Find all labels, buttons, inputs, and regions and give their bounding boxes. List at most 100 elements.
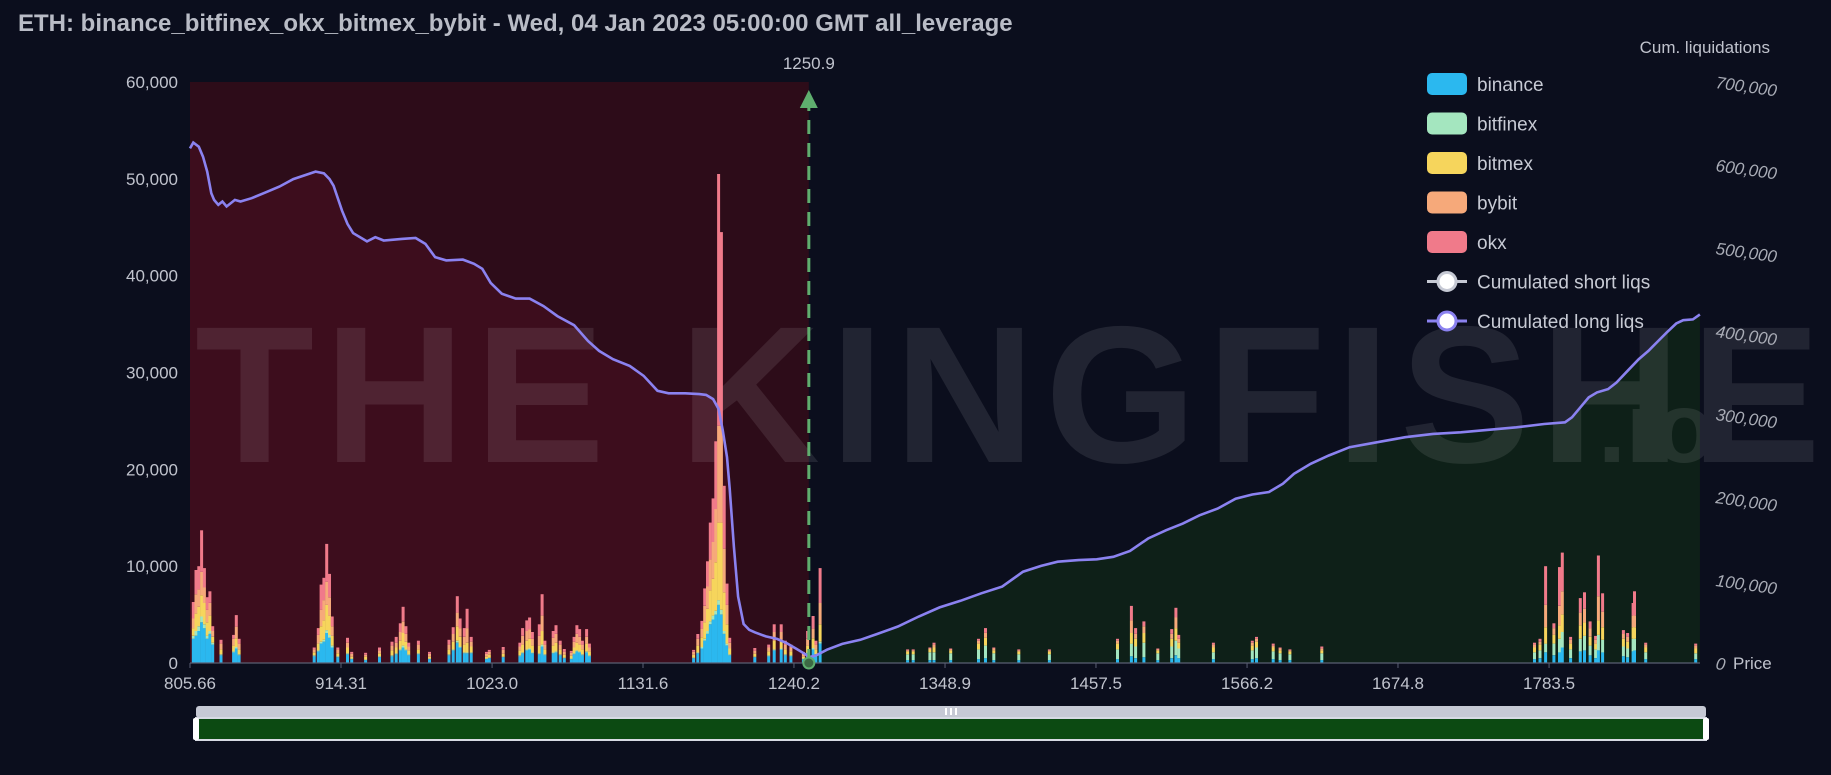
bar-segment-okx [706, 561, 709, 587]
bar-segment-bybit [350, 653, 354, 657]
bar-segment-okx [1156, 648, 1160, 650]
legend-item-okx[interactable]: okx [1427, 231, 1507, 254]
bar-segment-binance [540, 646, 544, 663]
bar-segment-bitfinex [346, 653, 349, 655]
slider-grip-mark[interactable] [955, 708, 957, 715]
legend-item-binance[interactable]: binance [1427, 73, 1544, 96]
bar-segment-binance [319, 643, 323, 663]
bar-segment-bitmex [1594, 643, 1598, 650]
bar-segment-bitmex [525, 640, 529, 650]
bar-segment-binance [346, 654, 349, 663]
bar-segment-bitfinex [197, 626, 201, 631]
bar-segment-bitfinex [237, 654, 241, 656]
bar-segment-okx [714, 441, 718, 510]
bar-segment-bitmex [469, 646, 473, 653]
bar-segment-binance [578, 652, 582, 663]
bar-segment-binance [722, 634, 726, 663]
legend-item-bybit[interactable]: bybit [1427, 191, 1518, 215]
bar-segment-okx [562, 649, 566, 652]
bar-segment-binance [1142, 657, 1146, 663]
bar-segment-okx [350, 651, 354, 654]
bar-segment-bybit [1116, 640, 1119, 644]
short-cum-area [190, 142, 809, 664]
bar-segment-bybit [1596, 596, 1600, 621]
legend-item-bitmex[interactable]: bitmex [1427, 152, 1533, 175]
bar-segment-binance [543, 655, 547, 663]
slider-selected-range[interactable] [195, 717, 1707, 741]
legend-swatch [1427, 191, 1467, 214]
bar-segment-bitfinex [200, 616, 204, 623]
bar-segment-bitfinex [1250, 650, 1254, 660]
legend-label: bitmex [1477, 154, 1533, 175]
bar-segment-bybit [1552, 628, 1556, 635]
bar-segment-bitmex [1578, 625, 1582, 639]
bar-segment-bybit [585, 636, 589, 644]
legend-label: bitfinex [1477, 115, 1538, 136]
bar-segment-bitmex [801, 656, 805, 659]
bar-segment-binance [1129, 656, 1133, 663]
bar-segment-bitmex [772, 640, 776, 650]
bar-segment-okx [1569, 636, 1573, 640]
bar-segment-bitmex [390, 650, 394, 656]
bar-segment-okx [530, 632, 534, 639]
bar-segment-bitmex [1129, 633, 1133, 644]
bar-segment-binance [1558, 652, 1561, 663]
bar-segment-okx [416, 640, 420, 645]
legend-item-bitfinex[interactable]: bitfinex [1427, 112, 1538, 136]
legend-item-cumulated-short-liqs[interactable]: Cumulated short liqs [1427, 271, 1650, 294]
bar-segment-bybit [569, 652, 573, 656]
bar-segment-binance [336, 657, 340, 663]
bar-segment-okx [485, 651, 488, 654]
bar-segment-bitmex [714, 562, 718, 611]
slider-handle-right[interactable] [1703, 718, 1709, 740]
bar-segment-binance [1177, 658, 1181, 663]
bar-segment-bitmex [1694, 648, 1698, 654]
bar-segment-bybit [1174, 617, 1178, 629]
bar-segment-okx [572, 636, 576, 642]
bar-segment-binance [717, 604, 721, 663]
bar-segment-bitmex [346, 647, 349, 654]
bar-segment-okx [992, 647, 996, 649]
bar-segment-bitfinex [585, 651, 589, 653]
bar-segment-okx [1271, 643, 1275, 646]
legend-item-cumulated-long-liqs[interactable]: Cumulated long liqs [1427, 310, 1644, 333]
bar-segment-bybit [530, 638, 534, 646]
bar-segment-binance [928, 660, 932, 663]
bar-segment-bitfinex [394, 653, 398, 655]
bar-segment-bybit [451, 634, 455, 642]
bar-segment-bitmex [1211, 647, 1215, 653]
bar-segment-okx [1177, 634, 1181, 639]
bar-segment-bybit [540, 615, 544, 632]
bar-segment-okx [191, 602, 195, 619]
bar-segment-okx [325, 543, 329, 582]
bar-segment-bitfinex [458, 646, 462, 648]
slider-grip-mark[interactable] [950, 708, 952, 715]
slider-grip-mark[interactable] [945, 708, 947, 715]
bar-segment-binance [580, 655, 584, 663]
cumulated-short-liqs-line [188, 140, 810, 659]
bar-segment-bybit [783, 644, 787, 650]
bar-segment-binance [1533, 659, 1536, 663]
zoom-slider[interactable] [193, 706, 1709, 741]
bar-segment-bitfinex [1588, 645, 1592, 656]
bar-segment-bitmex [1255, 641, 1258, 648]
bar-segment-okx [719, 232, 723, 426]
bar-segment-bybit [578, 636, 582, 645]
bar-segment-bybit [312, 649, 316, 653]
bar-segment-bitmex [521, 644, 525, 653]
bar-segment-binance [316, 651, 320, 663]
bar-segment-bitfinex [525, 649, 529, 651]
bar-segment-binance [455, 642, 459, 663]
bar-segment-bybit [1271, 645, 1275, 648]
bar-segment-okx [518, 642, 522, 647]
bar-segment-bybit [208, 603, 212, 616]
bar-segment-bybit [1560, 591, 1564, 615]
slider-handle-left[interactable] [193, 718, 199, 740]
bar-segment-bitfinex [1170, 646, 1174, 659]
bar-segment-bitmex [587, 651, 591, 656]
legend-swatch [1427, 231, 1467, 253]
bar-segment-bitmex [191, 628, 195, 636]
bar-segment-bitmex [708, 590, 712, 622]
bar-segment-bitmex [1544, 627, 1548, 644]
bar-segment-bitmex [540, 631, 544, 645]
